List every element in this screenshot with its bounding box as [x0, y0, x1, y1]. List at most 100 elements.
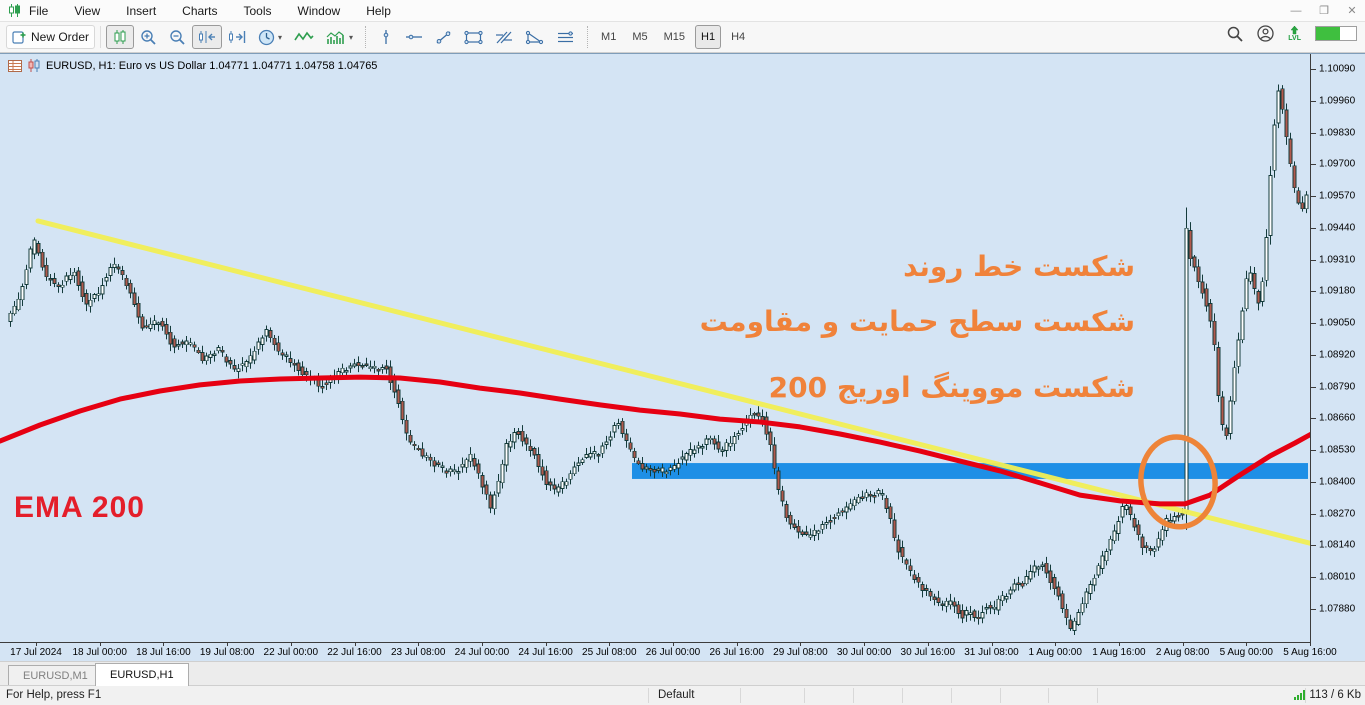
candlestick-icon — [114, 30, 126, 44]
status-cell-separator — [951, 688, 952, 703]
time-tick-mark — [227, 643, 229, 646]
price-tick-label: 1.09570 — [1319, 190, 1356, 202]
time-tick-mark — [736, 643, 738, 646]
price-tick-mark — [1311, 513, 1316, 515]
new-order-label: New Order — [31, 30, 90, 44]
timeframe-group: M1 M5 M15 H1 H4 — [595, 25, 751, 49]
chart-tab-eurusd-m1[interactable]: EURUSD,M1 — [8, 665, 103, 685]
status-cell-separator — [1000, 688, 1001, 703]
vertical-line-button[interactable] — [373, 25, 399, 49]
indicators-button[interactable]: ▾ — [320, 25, 359, 49]
auto-scroll-icon — [199, 31, 216, 43]
timeframe-button-m1[interactable]: M1 — [601, 31, 617, 43]
price-tick-mark — [1311, 481, 1316, 483]
timeframe-button-m15[interactable]: M15 — [663, 31, 686, 43]
status-cell-separator — [1305, 688, 1306, 703]
chart-symbol-icon[interactable] — [27, 59, 41, 72]
price-tick-mark — [1311, 545, 1316, 547]
zoom-out-icon — [170, 29, 185, 45]
chart-shift-button[interactable] — [222, 25, 252, 49]
time-tick-mark — [864, 643, 866, 646]
status-cell-separator — [853, 688, 854, 703]
annotation-note-1: شکست خط روند — [903, 250, 1135, 283]
time-tick-label: 22 Jul 16:00 — [327, 647, 382, 658]
separator — [365, 26, 367, 48]
time-tick-mark — [800, 643, 802, 646]
chart-area[interactable]: EURUSD, H1: Euro vs US Dollar 1.04771 1.… — [0, 53, 1365, 662]
time-axis[interactable]: 17 Jul 2024 18 Jul 00:00 18 Jul 16:00 19 Ju… — [0, 643, 1365, 662]
new-order-button[interactable]: New Order — [6, 25, 96, 49]
chart-shift-icon — [229, 31, 246, 43]
window-controls: — ❐ ✕ — [1289, 0, 1359, 21]
menu-bar: File View Insert Charts Tools Window Help — [29, 4, 391, 18]
price-tick-mark — [1311, 386, 1316, 388]
ema-label: EMA 200 — [14, 491, 145, 524]
menu-item-help[interactable]: Help — [366, 3, 391, 18]
menu-item-insert[interactable]: Insert — [126, 3, 157, 18]
price-tick-mark — [1311, 608, 1316, 610]
time-tick-mark — [1310, 643, 1311, 646]
chart-tab-eurusd-h1[interactable]: EURUSD,H1 — [95, 663, 189, 686]
status-cell-separator — [804, 688, 805, 703]
app-icon — [8, 4, 21, 17]
menu-item-window[interactable]: Window — [297, 3, 341, 18]
timeframe-button-m5[interactable]: M5 — [632, 31, 648, 43]
time-tick-label: 31 Jul 08:00 — [964, 647, 1019, 658]
time-tick-label: 29 Jul 08:00 — [773, 647, 828, 658]
fibonacci-icon — [496, 31, 513, 43]
price-tick-label: 1.09440 — [1319, 222, 1356, 234]
menu-item-file[interactable]: File — [29, 3, 49, 18]
chart-header: EURUSD, H1: Euro vs US Dollar 1.04771 1.… — [8, 59, 377, 72]
price-tick-mark — [1311, 196, 1316, 198]
zigzag-icon — [294, 31, 314, 41]
clock-icon — [258, 29, 275, 45]
time-tick-mark — [991, 643, 993, 646]
separator — [100, 26, 102, 48]
tick-chart-button[interactable] — [288, 25, 320, 49]
separator — [587, 26, 589, 48]
status-bar: For Help, press F1 Default 113 / 6 Kb — [0, 685, 1365, 705]
market-watch-icon[interactable] — [8, 59, 22, 72]
time-tick-mark — [36, 643, 37, 646]
price-tick-mark — [1311, 100, 1316, 102]
chart-type-candles-button[interactable] — [106, 25, 135, 49]
rectangle-button[interactable] — [458, 25, 489, 49]
restore-icon[interactable]: ❐ — [1319, 5, 1329, 17]
price-tick-mark — [1311, 354, 1316, 356]
price-tick-label: 1.08010 — [1319, 571, 1356, 583]
trendline-button[interactable] — [429, 25, 458, 49]
price-tick-label: 1.07880 — [1319, 603, 1356, 615]
zoom-in-button[interactable] — [134, 25, 163, 49]
time-tick-label: 5 Aug 00:00 — [1219, 647, 1273, 658]
minimize-icon[interactable]: — — [1290, 4, 1302, 17]
menu-item-tools[interactable]: Tools — [243, 3, 272, 18]
auto-scroll-button[interactable] — [192, 25, 223, 49]
time-tick-mark — [927, 643, 929, 646]
horizontal-line-button[interactable] — [399, 25, 429, 49]
channel-button[interactable] — [550, 25, 581, 49]
channel-icon — [558, 30, 574, 42]
time-tick-label: 30 Jul 00:00 — [836, 647, 892, 658]
timeframe-button-h1[interactable]: H1 — [695, 25, 722, 49]
price-tick-label: 1.09310 — [1319, 254, 1356, 266]
menu-item-view[interactable]: View — [74, 3, 101, 18]
price-axis[interactable]: 1.10090 1.09960 1.09830 1.09700 1.09570 1.094… — [1311, 54, 1365, 642]
price-tick-label: 1.09050 — [1319, 317, 1356, 329]
status-cell-separator — [740, 688, 741, 703]
levels-icon[interactable]: LVL — [1288, 25, 1301, 42]
user-account-icon[interactable] — [1257, 25, 1274, 42]
time-tick-label: 1 Aug 00:00 — [1028, 647, 1082, 658]
triangle-icon — [525, 30, 544, 44]
connection-meter — [1315, 26, 1357, 41]
menu-item-charts[interactable]: Charts — [182, 3, 218, 18]
search-icon[interactable] — [1227, 26, 1243, 42]
timeframe-button-h4[interactable]: H4 — [731, 31, 746, 43]
zoom-out-button[interactable] — [163, 25, 192, 49]
toolbar-right: LVL — [1227, 25, 1357, 42]
fibonacci-button[interactable] — [489, 25, 519, 49]
period-clock-button[interactable]: ▾ — [252, 25, 288, 49]
histogram-icon — [326, 30, 344, 44]
close-icon[interactable]: ✕ — [1347, 5, 1357, 17]
candlestick-chart[interactable] — [0, 54, 1311, 642]
triangle-button[interactable] — [519, 25, 550, 49]
